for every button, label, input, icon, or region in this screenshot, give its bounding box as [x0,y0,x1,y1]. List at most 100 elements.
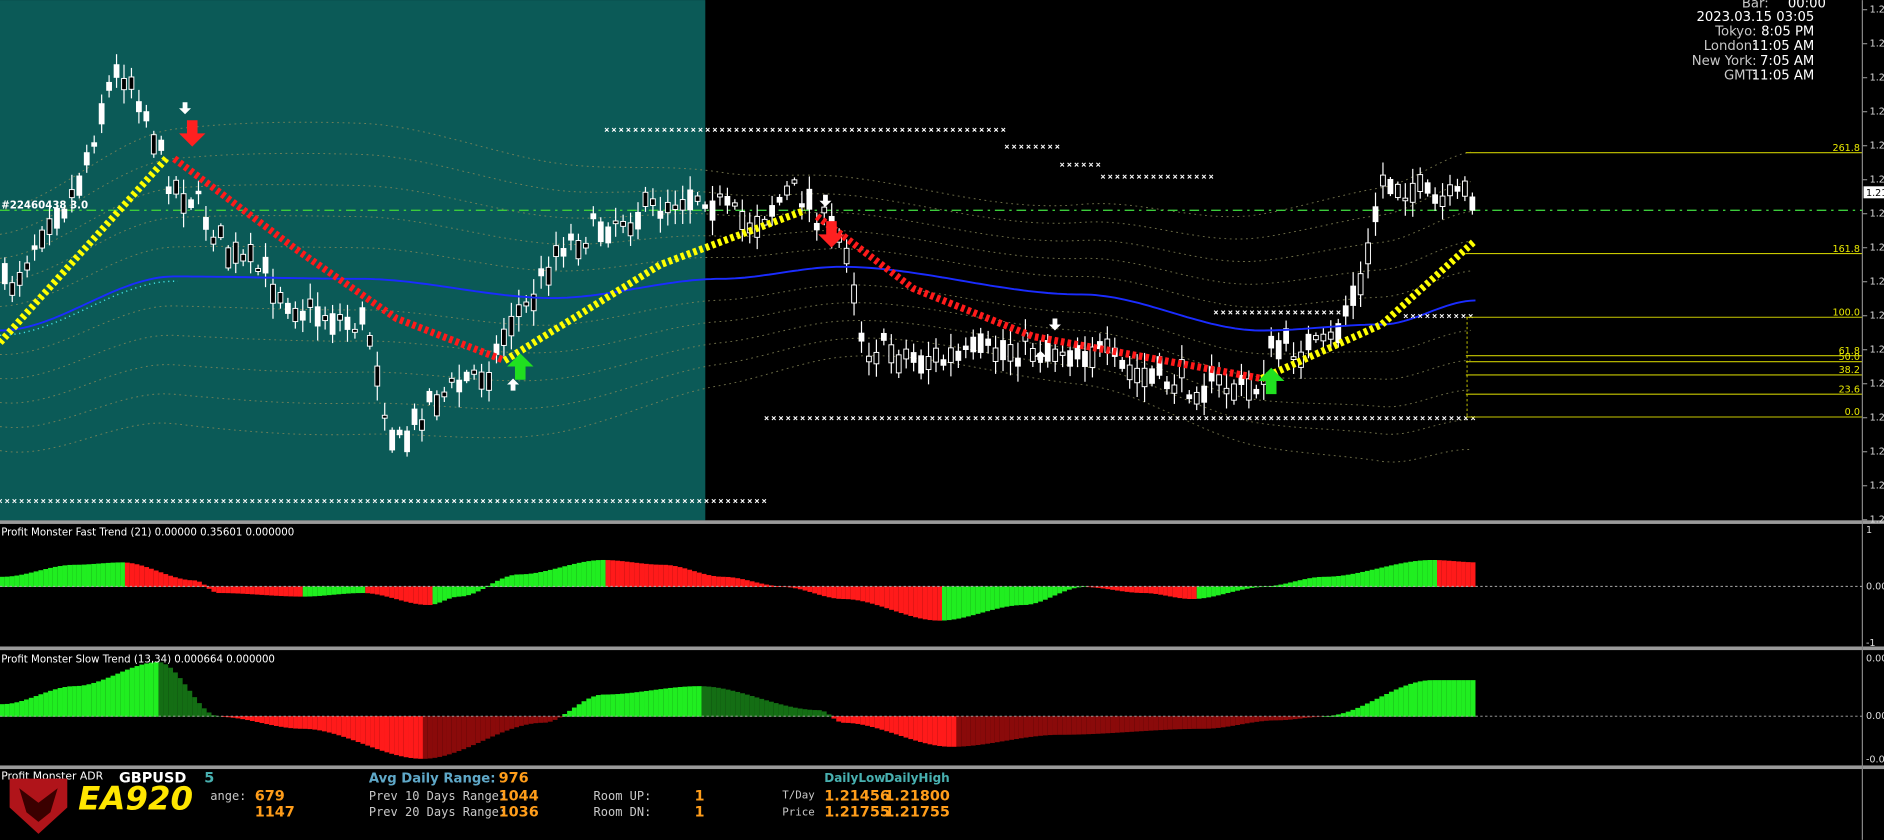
histogram-bar [1239,716,1245,725]
candle-body [1283,328,1290,344]
histogram-bar [1254,716,1260,722]
prev5-value: 679 [255,789,285,805]
candle-body [642,191,649,207]
candle-body [880,332,887,341]
histogram-bar [1225,586,1231,594]
candle-body [717,193,723,198]
histogram-bar [1220,716,1226,728]
tday-low: 1.21456 [824,789,890,805]
histogram-bar [1042,586,1048,600]
histogram-bar [293,716,298,729]
histogram-bar [1307,578,1313,588]
histogram-bar [956,586,962,619]
histogram-bar [182,579,188,588]
candle-body [158,139,165,151]
histogram-bar [355,586,361,594]
candle-body [270,283,276,304]
histogram-bar [677,567,683,588]
histogram-bar [437,716,443,757]
histogram-bar [644,563,649,588]
histogram-bar [966,716,971,747]
candle-body [560,248,567,257]
histogram-bar [475,716,481,743]
histogram-bar [1201,586,1207,599]
histogram-bar [115,562,121,588]
histogram-bar [749,696,755,717]
histogram-bar [1196,716,1202,729]
candle-body [970,336,977,353]
price-high: 1.21755 [884,804,950,820]
histogram-bar [1470,562,1476,588]
histogram-bar [1129,716,1135,732]
histogram-bar [619,693,625,717]
histogram-bar [788,706,794,717]
candle-body [1052,348,1059,362]
histogram-bar [615,694,620,717]
histogram-bar [336,716,342,736]
candle-body [128,76,135,90]
histogram-bar [1302,579,1308,588]
histogram-bar [543,716,548,723]
histogram-bar [456,716,462,752]
histogram-bar [716,576,721,588]
candle-body [612,220,619,225]
histogram-bar [831,586,837,599]
histogram-bar [62,565,68,588]
candle-body [61,208,68,219]
histogram-bar [826,586,832,598]
histogram-bar [990,716,995,743]
histogram-bar [797,586,803,590]
histogram-bar [788,586,794,588]
histogram-bar [730,690,736,717]
histogram-bar [408,586,414,603]
candle-body [165,186,172,195]
histogram-bar [874,586,880,606]
envelope-line [0,284,1471,355]
histogram-bar [1115,716,1120,733]
clock-date: 2023.03.15 03:05 [1696,10,1814,25]
price-axis-label: 1.21 [1870,311,1884,322]
candle-body [620,220,626,227]
histogram-bar [1413,682,1418,717]
histogram-bar [557,567,563,588]
histogram-bar [398,586,404,601]
histogram-bar [687,569,693,588]
histogram-bar [619,561,625,588]
histogram-bar [326,716,332,733]
histogram-bar [168,575,174,588]
histogram-bar [600,694,606,717]
histogram-bar [201,584,207,588]
histogram-bar [1398,563,1404,588]
histogram-bar [869,716,875,728]
histogram-bar [100,563,106,588]
fib-label: 23.6 [1839,384,1860,395]
candle-body [232,241,239,264]
histogram-bar [341,586,347,594]
histogram-bar [1345,574,1351,588]
histogram-bar [658,564,664,588]
envelope-line [0,337,1471,435]
histogram-bar [403,716,409,758]
histogram-bar [1297,716,1303,719]
histogram-bar [432,586,438,605]
histogram-bar [547,569,553,588]
candle-body [1469,196,1476,211]
price-axis-label: 1.21 [1870,39,1884,50]
histogram-bar [273,586,279,596]
histogram-bar [869,586,875,604]
histogram-bar [1182,716,1188,730]
histogram-bar [1105,586,1111,590]
price-axis-label: 1.21 [1870,73,1884,84]
candle-body [1424,182,1431,194]
candle-body [1134,367,1141,384]
prev5-label: ange: [210,789,246,803]
histogram-bar [812,710,818,717]
histogram-bar [422,716,428,759]
candle-body [24,262,31,271]
histogram-bar [696,572,702,588]
histogram-bar [504,576,510,588]
histogram-bar [999,716,1005,742]
histogram-bar [48,567,53,588]
histogram-bar [552,716,558,720]
candle-body [784,185,790,196]
